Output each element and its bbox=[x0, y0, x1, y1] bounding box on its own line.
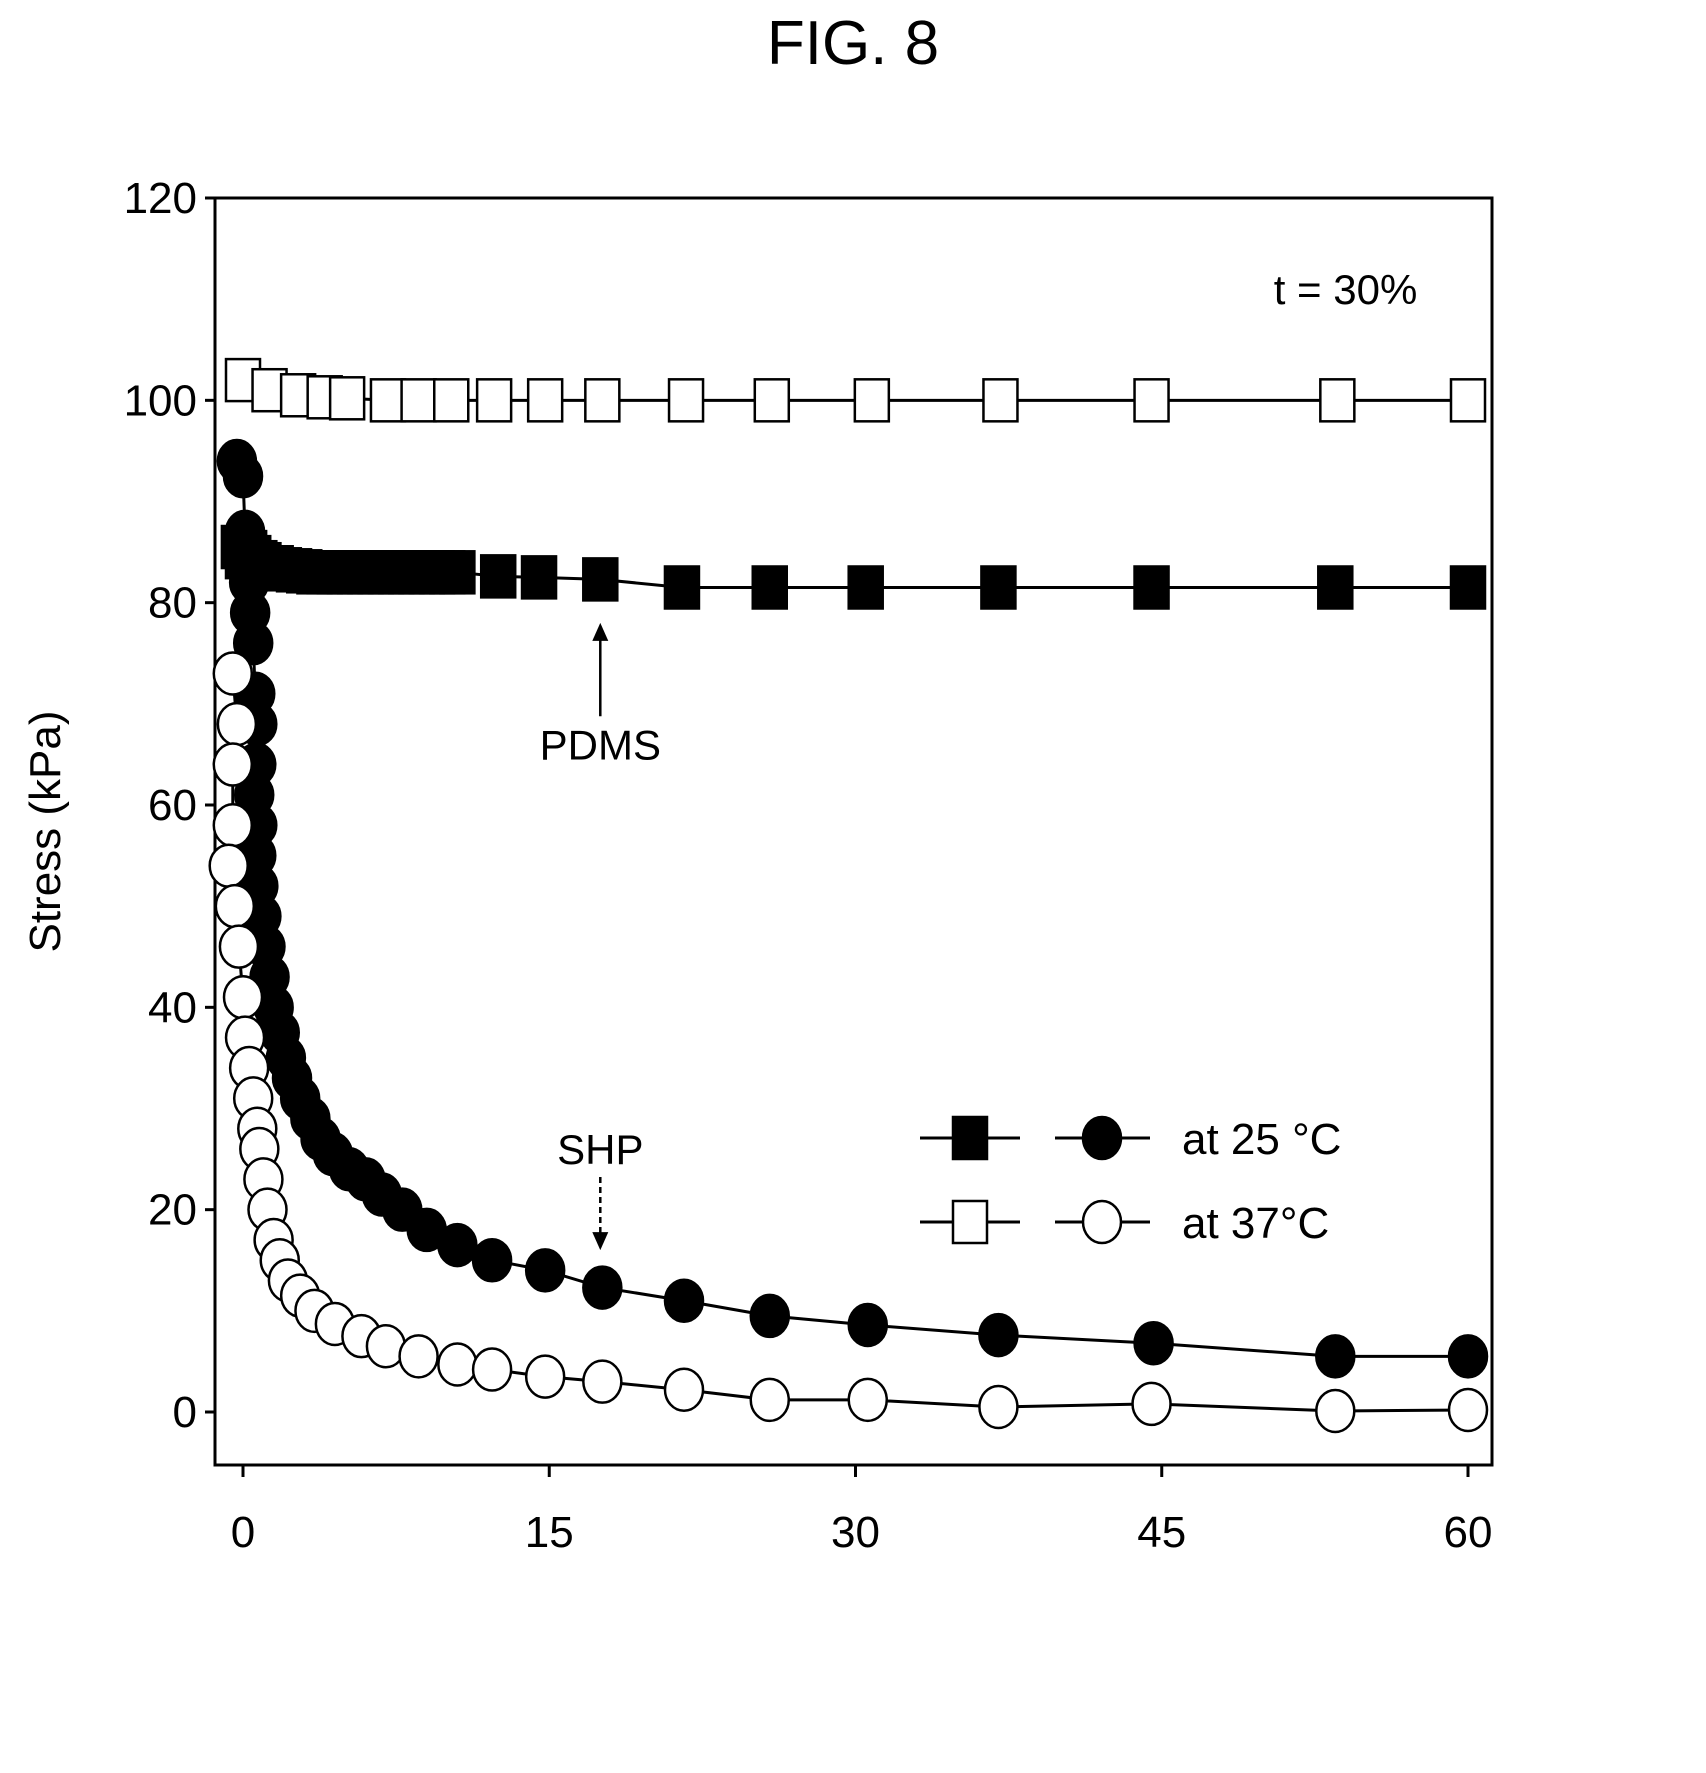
data-point-circle bbox=[216, 701, 258, 747]
data-point-circle bbox=[437, 1342, 478, 1387]
y-tick-label: 100 bbox=[124, 376, 197, 425]
data-point-square bbox=[582, 557, 619, 602]
data-point-circle bbox=[847, 1377, 888, 1423]
legend-label: at 37°C bbox=[1182, 1199, 1329, 1248]
series-shp37 bbox=[208, 651, 1489, 1434]
data-point-square bbox=[439, 550, 476, 595]
data-point-circle bbox=[208, 843, 249, 888]
series-pdms37 bbox=[224, 357, 1487, 423]
data-point-circle bbox=[471, 1347, 513, 1392]
pdms-annotation: PDMS bbox=[540, 721, 661, 768]
data-point-square bbox=[853, 378, 891, 423]
data-point-circle bbox=[222, 974, 264, 1020]
data-point-square bbox=[1319, 378, 1356, 423]
legend-label: at 25 °C bbox=[1182, 1115, 1341, 1164]
data-point-square bbox=[1449, 565, 1487, 610]
data-point-square bbox=[1449, 378, 1487, 423]
data-point-square bbox=[1133, 378, 1170, 423]
data-point-circle bbox=[212, 742, 254, 787]
x-tick-label: 45 bbox=[1137, 1508, 1186, 1557]
data-series bbox=[208, 357, 1489, 1434]
data-point-circle bbox=[1133, 1320, 1174, 1366]
data-point-circle bbox=[749, 1377, 790, 1423]
x-tick-label: 30 bbox=[831, 1508, 880, 1557]
axis-ticks: 0 20 40 60 80 100 120 0 15 30 45 60 bbox=[124, 174, 1493, 1557]
data-point-circle bbox=[1447, 1334, 1489, 1379]
y-tick-label: 20 bbox=[148, 1186, 197, 1235]
data-point-square bbox=[1317, 565, 1354, 610]
legend-circle-marker bbox=[1081, 1199, 1123, 1245]
annotations: t = 30% PDMS SHP bbox=[540, 266, 1418, 1251]
y-tick-label: 40 bbox=[148, 983, 197, 1032]
data-point-circle bbox=[847, 1302, 888, 1348]
data-point-circle bbox=[471, 1238, 513, 1283]
data-point-circle bbox=[1131, 1381, 1172, 1427]
x-tick-label: 60 bbox=[1444, 1508, 1493, 1557]
y-tick-label: 60 bbox=[148, 781, 197, 830]
data-point-square bbox=[980, 565, 1017, 610]
data-point-circle bbox=[212, 651, 254, 696]
data-point-square bbox=[479, 554, 517, 599]
data-point-circle bbox=[212, 802, 254, 848]
y-axis-label: Stress (kPa) bbox=[21, 710, 70, 952]
annotation-arrowhead bbox=[592, 1232, 609, 1251]
data-point-square bbox=[1133, 565, 1170, 610]
data-point-square bbox=[328, 376, 366, 421]
legend-square-marker bbox=[951, 1199, 989, 1245]
data-point-circle bbox=[749, 1293, 790, 1339]
data-point-circle bbox=[218, 924, 260, 969]
figure-title: FIG. 8 bbox=[766, 9, 940, 78]
data-point-square bbox=[667, 378, 705, 423]
data-point-circle bbox=[214, 883, 256, 929]
y-tick-label: 120 bbox=[124, 174, 197, 223]
legend: at 25 °C at 37°C bbox=[920, 1115, 1341, 1248]
data-point-square bbox=[475, 378, 513, 423]
annotation-arrowhead bbox=[592, 622, 609, 641]
data-point-circle bbox=[232, 620, 274, 666]
data-point-square bbox=[663, 565, 701, 610]
x-tick-label: 15 bbox=[525, 1508, 574, 1557]
series-pdms25 bbox=[220, 524, 1487, 610]
data-point-square bbox=[584, 378, 621, 423]
data-point-circle bbox=[1315, 1388, 1356, 1434]
x-tick-label: 0 bbox=[231, 1508, 255, 1557]
data-point-square bbox=[982, 378, 1019, 423]
data-point-square bbox=[433, 378, 470, 423]
data-point-square bbox=[369, 378, 407, 423]
data-point-circle bbox=[1447, 1387, 1489, 1433]
data-point-square bbox=[753, 378, 791, 423]
data-point-square bbox=[751, 565, 788, 610]
strain-annotation: t = 30% bbox=[1274, 266, 1418, 313]
legend-square-marker bbox=[951, 1115, 989, 1161]
data-point-circle bbox=[1315, 1334, 1356, 1379]
data-point-square bbox=[520, 555, 558, 600]
legend-circle-marker bbox=[1081, 1115, 1123, 1161]
y-tick-label: 80 bbox=[148, 579, 197, 628]
data-point-circle bbox=[582, 1265, 623, 1310]
data-point-circle bbox=[978, 1312, 1019, 1358]
data-point-circle bbox=[398, 1334, 439, 1379]
data-point-circle bbox=[524, 1354, 566, 1399]
shp-annotation: SHP bbox=[557, 1126, 643, 1173]
data-point-circle bbox=[437, 1222, 478, 1268]
data-point-circle bbox=[663, 1278, 705, 1323]
data-point-square bbox=[400, 378, 437, 423]
data-point-square bbox=[526, 378, 564, 423]
data-point-circle bbox=[582, 1359, 623, 1404]
data-point-circle bbox=[978, 1384, 1019, 1430]
data-point-circle bbox=[524, 1248, 566, 1293]
data-point-circle bbox=[663, 1367, 705, 1412]
data-point-circle bbox=[222, 453, 264, 499]
series-line bbox=[227, 673, 1469, 1413]
data-point-square bbox=[847, 565, 884, 610]
y-tick-label: 0 bbox=[173, 1388, 197, 1437]
